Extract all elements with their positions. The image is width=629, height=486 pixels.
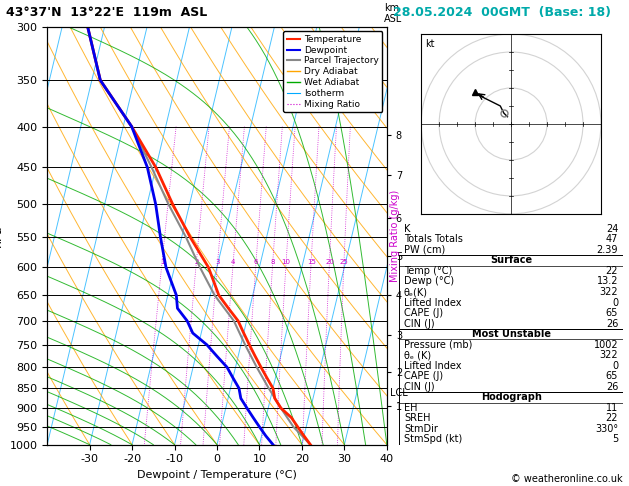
Text: 13.2: 13.2 — [597, 277, 618, 286]
Text: Mixing Ratio (g/kg): Mixing Ratio (g/kg) — [390, 190, 400, 282]
Text: StmSpd (kt): StmSpd (kt) — [404, 434, 462, 444]
Text: CAPE (J): CAPE (J) — [404, 308, 443, 318]
Text: Lifted Index: Lifted Index — [404, 297, 462, 308]
Text: © weatheronline.co.uk: © weatheronline.co.uk — [511, 473, 623, 484]
Text: CIN (J): CIN (J) — [404, 319, 435, 329]
Text: θₑ(K): θₑ(K) — [404, 287, 428, 297]
Text: kt: kt — [425, 39, 434, 50]
Text: SREH: SREH — [404, 414, 430, 423]
Text: 10: 10 — [282, 259, 291, 264]
Text: 15: 15 — [307, 259, 316, 264]
Text: Surface: Surface — [490, 256, 532, 265]
Text: 20: 20 — [325, 259, 334, 264]
Text: Dewp (°C): Dewp (°C) — [404, 277, 454, 286]
Text: 1: 1 — [160, 259, 164, 264]
Text: EH: EH — [404, 403, 418, 413]
Text: LCL: LCL — [390, 388, 408, 398]
Text: 25: 25 — [340, 259, 348, 264]
Text: 26: 26 — [606, 319, 618, 329]
Text: CAPE (J): CAPE (J) — [404, 371, 443, 381]
Text: 6: 6 — [254, 259, 259, 264]
Text: Totals Totals: Totals Totals — [404, 234, 463, 244]
Text: 22: 22 — [606, 266, 618, 276]
Text: 5: 5 — [612, 434, 618, 444]
Text: 22: 22 — [606, 414, 618, 423]
Text: θₑ (K): θₑ (K) — [404, 350, 431, 360]
Text: 330°: 330° — [595, 424, 618, 434]
Text: 322: 322 — [599, 350, 618, 360]
Text: 0: 0 — [612, 361, 618, 371]
Text: StmDir: StmDir — [404, 424, 438, 434]
Text: Temp (°C): Temp (°C) — [404, 266, 452, 276]
Text: 8: 8 — [270, 259, 275, 264]
Text: Lifted Index: Lifted Index — [404, 361, 462, 371]
Text: Pressure (mb): Pressure (mb) — [404, 340, 472, 349]
Text: 65: 65 — [606, 308, 618, 318]
Text: 43°37'N  13°22'E  119m  ASL: 43°37'N 13°22'E 119m ASL — [6, 6, 208, 19]
Text: 28.05.2024  00GMT  (Base: 18): 28.05.2024 00GMT (Base: 18) — [393, 6, 611, 19]
Text: Most Unstable: Most Unstable — [472, 329, 550, 339]
Text: 4: 4 — [231, 259, 235, 264]
X-axis label: Dewpoint / Temperature (°C): Dewpoint / Temperature (°C) — [137, 470, 297, 480]
Text: PW (cm): PW (cm) — [404, 245, 445, 255]
Text: 0: 0 — [612, 297, 618, 308]
Text: 3: 3 — [215, 259, 220, 264]
Legend: Temperature, Dewpoint, Parcel Trajectory, Dry Adiabat, Wet Adiabat, Isotherm, Mi: Temperature, Dewpoint, Parcel Trajectory… — [283, 31, 382, 112]
Text: CIN (J): CIN (J) — [404, 382, 435, 392]
Text: 65: 65 — [606, 371, 618, 381]
Y-axis label: hPa: hPa — [0, 225, 4, 247]
Text: K: K — [404, 224, 410, 234]
Text: 11: 11 — [606, 403, 618, 413]
Text: 1002: 1002 — [594, 340, 618, 349]
Text: Hodograph: Hodograph — [481, 392, 542, 402]
Text: 2: 2 — [194, 259, 199, 264]
Text: 2.39: 2.39 — [597, 245, 618, 255]
Text: km
ASL: km ASL — [384, 3, 402, 24]
Text: 322: 322 — [599, 287, 618, 297]
Text: 47: 47 — [606, 234, 618, 244]
Text: 24: 24 — [606, 224, 618, 234]
Text: 26: 26 — [606, 382, 618, 392]
